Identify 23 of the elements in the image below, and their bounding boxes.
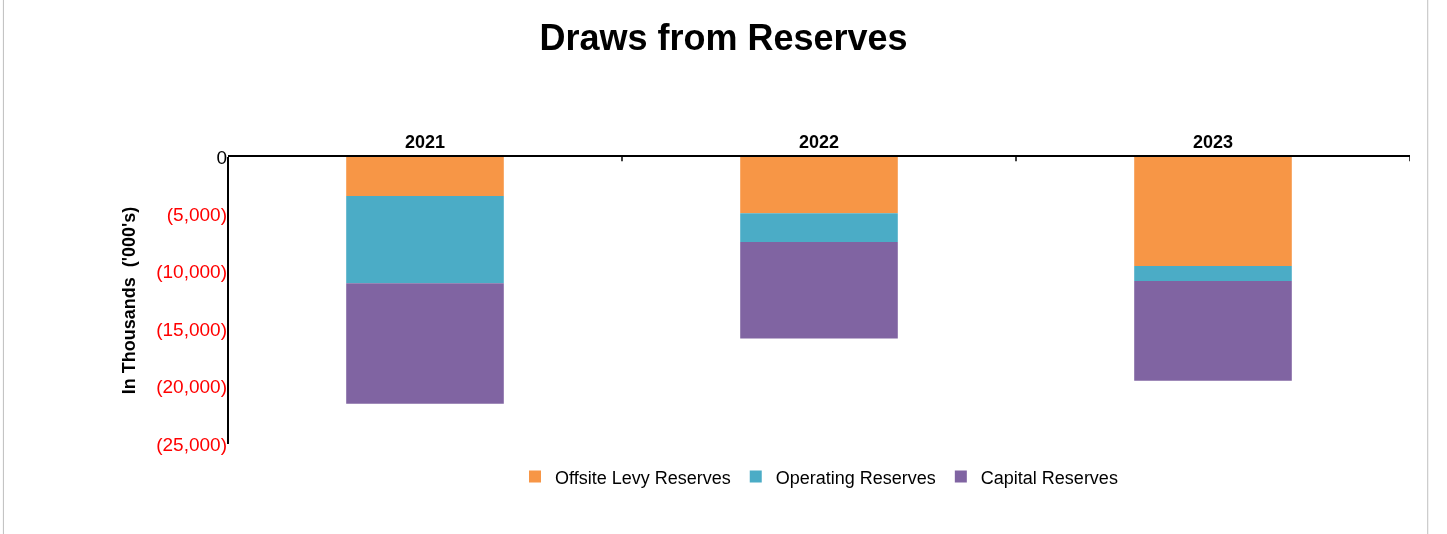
y-tick-label: (10,000) xyxy=(156,261,227,283)
bar xyxy=(740,241,898,339)
x-tick-label: 2021 xyxy=(404,131,446,152)
bar xyxy=(1134,157,1292,267)
bar xyxy=(1134,266,1292,281)
legend-label: Offsite Levy Reserves xyxy=(555,467,731,488)
bar xyxy=(740,213,898,242)
y-tick-label: (5,000) xyxy=(166,204,227,226)
bar xyxy=(740,157,898,214)
y-axis-title: In Thousands ('000's) xyxy=(119,206,140,395)
y-tick-label: 0 xyxy=(216,146,227,168)
bar xyxy=(346,196,504,284)
x-tick-label: 2023 xyxy=(1192,131,1234,152)
y-tick-label: (15,000) xyxy=(156,318,227,340)
y-tick-label: (25,000) xyxy=(156,433,227,455)
chart-title: Draws from Reserves xyxy=(539,16,908,58)
y-tick-label: (20,000) xyxy=(156,376,227,398)
bar xyxy=(346,157,504,197)
legend-label: Operating Reserves xyxy=(775,467,936,488)
bar xyxy=(1134,280,1292,381)
x-tick-label: 2022 xyxy=(798,131,840,152)
bar xyxy=(346,283,504,404)
legend-label: Capital Reserves xyxy=(980,467,1118,488)
